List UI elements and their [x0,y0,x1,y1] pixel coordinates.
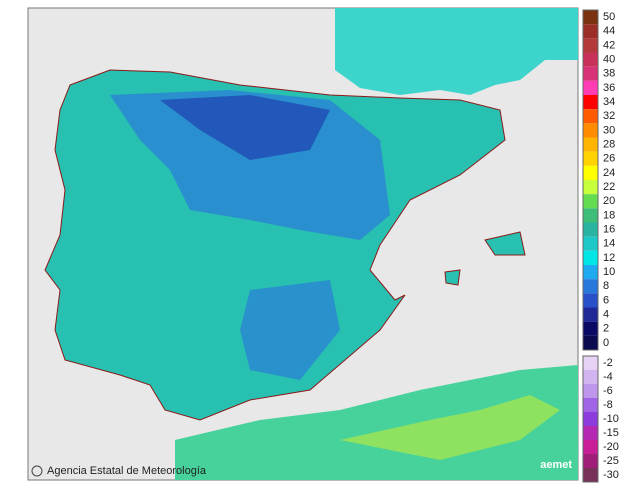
warm-atlas [340,395,560,460]
legend-label: 20 [603,195,615,207]
legend-label: 14 [603,238,615,250]
legend-label: 30 [603,124,615,136]
legend-swatch [583,398,598,412]
legend-swatch [583,440,598,454]
credit-icon [31,465,43,477]
cold-south [240,280,340,380]
legend-label: 42 [603,39,615,51]
legend-label: 0 [603,337,609,349]
legend-border [582,355,599,483]
legend-border [582,9,599,351]
legend-label: 22 [603,181,615,193]
legend-label: 32 [603,110,615,122]
legend-swatch [583,95,598,110]
north-africa [175,365,578,480]
mallorca [484,231,526,256]
legend-swatch [583,222,598,237]
legend-label: -30 [603,469,619,481]
legend-swatch [583,137,598,152]
legend-label: 10 [603,266,615,278]
legend-label: 12 [603,252,615,264]
legend-label: 16 [603,223,615,235]
legend-swatch [583,335,598,350]
legend-swatch [583,293,598,308]
logo: aemet [540,459,572,471]
legend-swatch [583,52,598,67]
legend-swatch [583,384,598,398]
credit: Agencia Estatal de Meteorología [47,465,207,477]
legend-swatch [583,250,598,265]
legend-swatch [583,24,598,39]
legend-label: 8 [603,280,609,292]
legend-swatch [583,123,598,138]
legend-label: 26 [603,153,615,165]
legend-swatch [583,412,598,426]
legend-label: -15 [603,427,619,439]
cold-cantabria [160,95,330,160]
legend-label: 50 [603,11,615,23]
legend-label: -10 [603,413,619,425]
legend-swatch [583,279,598,294]
legend-swatch [583,109,598,124]
legend-swatch [583,265,598,280]
legend-label: -20 [603,441,619,453]
legend-swatch [583,426,598,440]
legend-swatch [583,321,598,336]
legend-swatch [583,370,598,384]
legend-label: 24 [603,167,615,179]
legend-label: 4 [603,308,609,320]
legend-swatch [583,66,598,81]
legend-label: 28 [603,138,615,150]
legend-swatch [583,165,598,180]
legend-swatch [583,194,598,209]
legend-label: 40 [603,53,615,65]
ibiza [444,269,461,286]
legend: 5044424038363432302826242220181614121086… [582,9,619,483]
legend-swatch [583,208,598,223]
legend-label: -25 [603,455,619,467]
legend-swatch [583,180,598,195]
legend-swatch [583,80,598,95]
legend-label: 2 [603,323,609,335]
france [335,8,578,95]
legend-label: -6 [603,385,613,397]
legend-label: 18 [603,209,615,221]
legend-label: 36 [603,82,615,94]
legend-label: 44 [603,25,615,37]
legend-label: 34 [603,96,615,108]
legend-label: -8 [603,399,613,411]
legend-swatch [583,307,598,322]
legend-label: 6 [603,294,609,306]
legend-swatch [583,454,598,468]
legend-swatch [583,151,598,166]
legend-swatch [583,38,598,53]
legend-swatch [583,468,598,482]
legend-label: -2 [603,357,613,369]
legend-swatch [583,236,598,251]
legend-label: 38 [603,68,615,80]
legend-label: -4 [603,371,613,383]
legend-swatch [583,10,598,25]
legend-swatch [583,356,598,370]
